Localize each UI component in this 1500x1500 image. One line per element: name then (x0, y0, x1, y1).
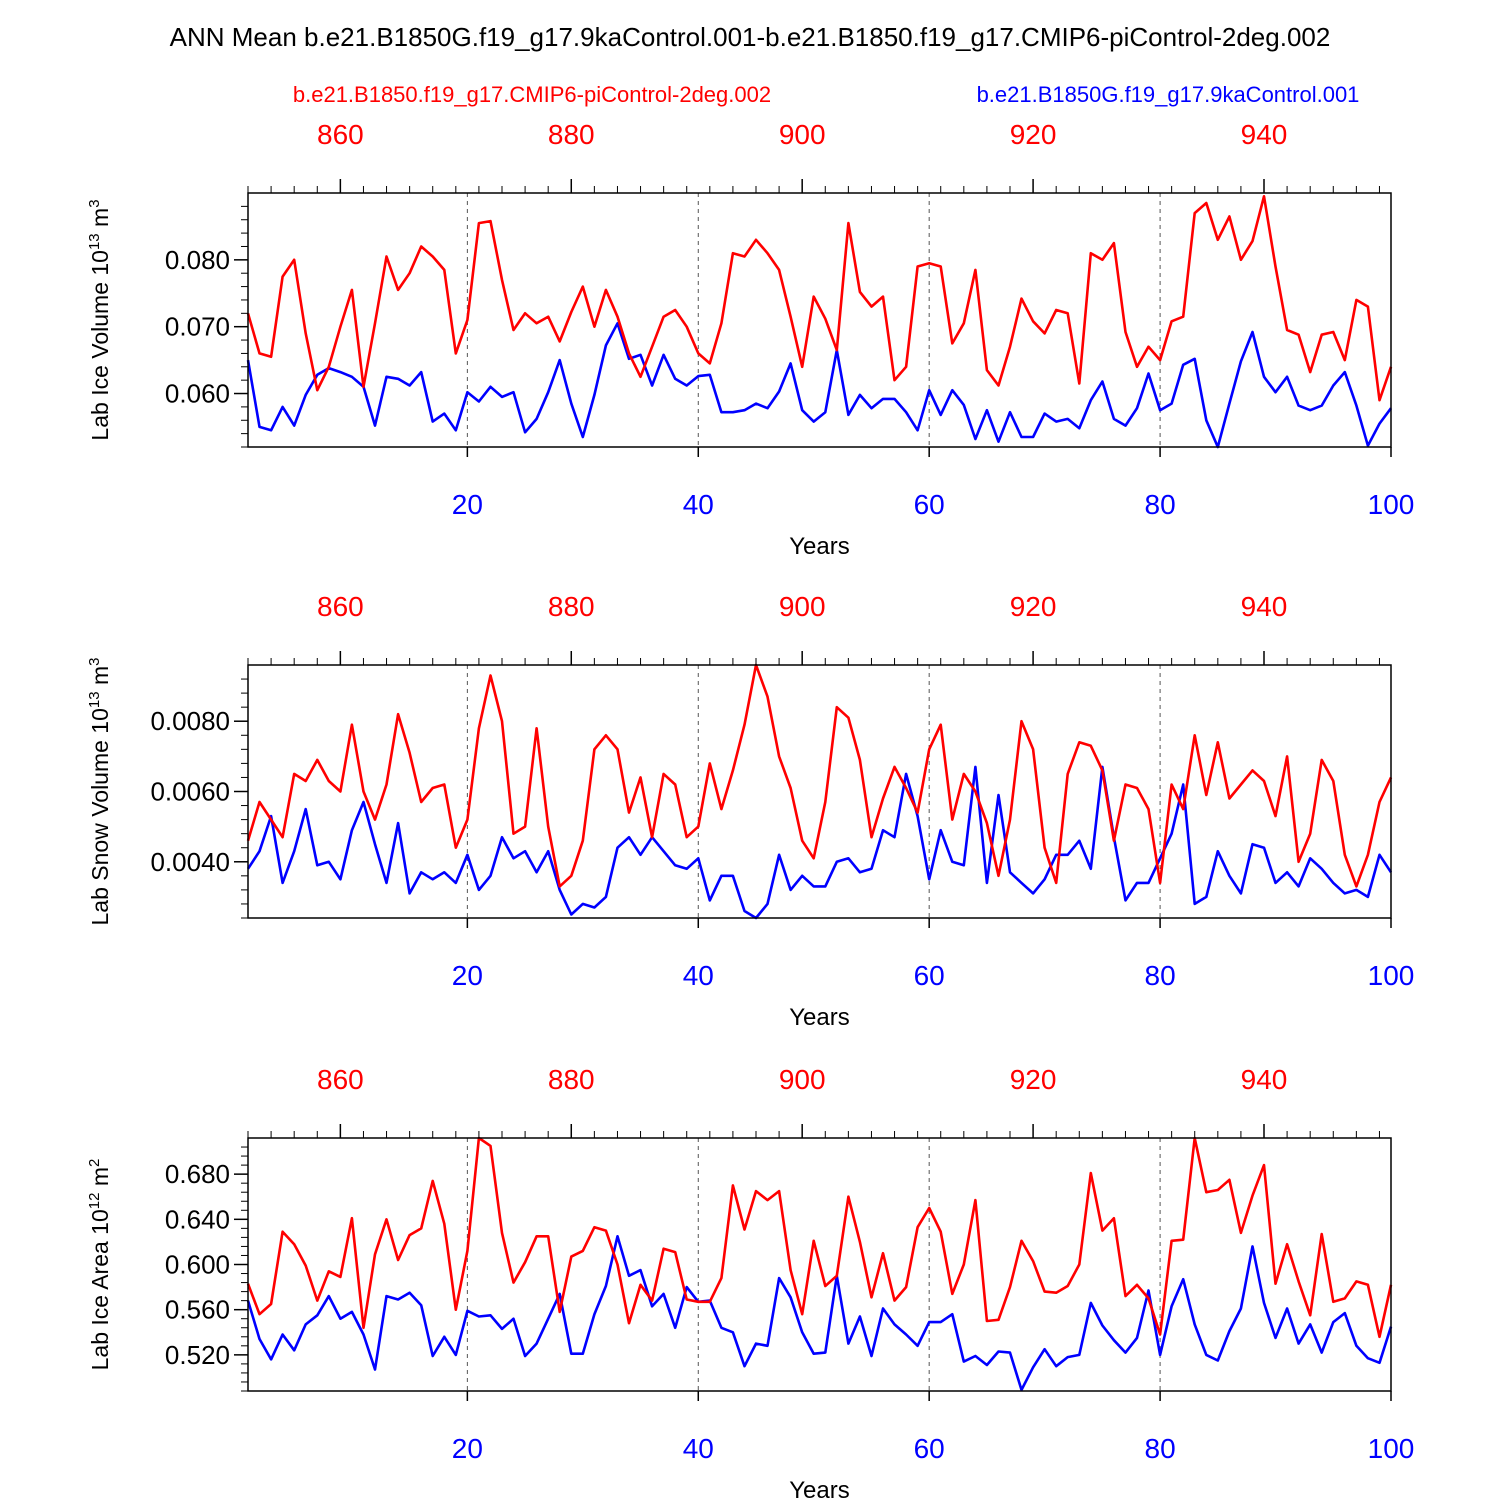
series-line (246, 1235, 1393, 1392)
top-x-tick-label: 880 (548, 119, 595, 150)
y-axis-label-part: 13 (86, 691, 103, 708)
y-axis-label-part: m (87, 1167, 113, 1193)
y-tick-label: 0.070 (165, 312, 230, 342)
x-axis-label: Years (789, 533, 850, 560)
top-x-tick-label: 920 (1010, 119, 1057, 150)
y-tick-label: 0.560 (165, 1295, 230, 1325)
y-axis-label-part: 3 (86, 199, 103, 207)
y-axis-label-part: Lab Ice Area 10 (87, 1209, 113, 1370)
top-x-tick-label: 900 (779, 119, 826, 150)
x-tick-label: 80 (1145, 489, 1176, 520)
y-tick-label: 0.520 (165, 1340, 230, 1370)
series-line (246, 765, 1393, 920)
y-axis-label: Lab Ice Volume 1013 m3 (86, 199, 113, 440)
x-tick-label: 40 (683, 960, 714, 991)
y-tick-label: 0.080 (165, 245, 230, 275)
y-axis-label-part: 2 (86, 1159, 103, 1167)
top-x-tick-label: 920 (1010, 1064, 1057, 1095)
top-x-tick-label: 920 (1010, 591, 1057, 622)
y-axis-label-part: 12 (86, 1193, 103, 1210)
figure-title: ANN Mean b.e21.B1850G.f19_g17.9kaControl… (170, 22, 1331, 52)
x-tick-label: 80 (1145, 960, 1176, 991)
legend-blue-label: b.e21.B1850G.f19_g17.9kaControl.001 (977, 82, 1360, 107)
chart-panel-2: 0.0040 0.0060 0.0080 20 40 60 80 100 Years 860 880… (86, 591, 1414, 1031)
series-line (246, 195, 1393, 402)
x-tick-label: 60 (914, 1433, 945, 1464)
x-tick-label: 20 (452, 1433, 483, 1464)
legend-red-label: b.e21.B1850.f19_g17.CMIP6-piControl-2deg… (293, 82, 771, 107)
y-tick-label: 0.060 (165, 379, 230, 409)
y-tick-label: 0.600 (165, 1250, 230, 1280)
y-tick-label: 0.0060 (150, 777, 230, 807)
top-x-tick-label: 860 (317, 591, 364, 622)
top-x-tick-label: 880 (548, 591, 595, 622)
y-axis-label-part: m (87, 208, 113, 234)
y-tick-label: 0.640 (165, 1204, 230, 1234)
chart-panel-3: 0.520 0.560 0.600 0.640 0.680 20 40 60 80 100 Year… (86, 1064, 1414, 1500)
series-line (246, 1136, 1393, 1339)
top-x-tick-label: 900 (779, 591, 826, 622)
x-tick-label: 100 (1368, 1433, 1415, 1464)
top-x-tick-label: 940 (1241, 119, 1288, 150)
series-line (246, 321, 1393, 449)
plot-frame (247, 192, 1392, 448)
x-tick-label: 40 (683, 489, 714, 520)
y-axis-label: Lab Snow Volume 1013 m3 (86, 658, 113, 926)
x-axis-label: Years (789, 1477, 850, 1500)
y-axis-label-part: Lab Snow Volume 10 (87, 708, 113, 925)
top-x-tick-label: 880 (548, 1064, 595, 1095)
y-tick-label: 0.0040 (150, 847, 230, 877)
x-tick-label: 20 (452, 960, 483, 991)
x-tick-label: 20 (452, 489, 483, 520)
x-tick-label: 80 (1145, 1433, 1176, 1464)
y-axis-label-part: Lab Ice Volume 10 (87, 250, 113, 441)
x-tick-label: 40 (683, 1433, 714, 1464)
x-tick-label: 60 (914, 489, 945, 520)
chart-panels: 0.060 0.070 0.080 20 40 60 80 100 Years 860 880 900… (86, 119, 1414, 1500)
top-x-tick-label: 860 (317, 1064, 364, 1095)
x-tick-label: 100 (1368, 960, 1415, 991)
top-x-tick-label: 940 (1241, 1064, 1288, 1095)
y-axis-label-part: 3 (86, 658, 103, 666)
chart-panel-1: 0.060 0.070 0.080 20 40 60 80 100 Years 860 880 900… (86, 119, 1414, 560)
top-x-tick-label: 940 (1241, 591, 1288, 622)
top-x-tick-label: 900 (779, 1064, 826, 1095)
y-axis-label-part: 13 (86, 233, 103, 250)
y-tick-label: 0.0080 (150, 706, 230, 736)
series-line (246, 663, 1393, 888)
y-tick-label: 0.680 (165, 1159, 230, 1189)
y-axis-label-part: m (87, 666, 113, 692)
x-tick-label: 60 (914, 960, 945, 991)
x-axis-label: Years (789, 1004, 850, 1031)
x-tick-label: 100 (1368, 489, 1415, 520)
y-axis-label: Lab Ice Area 1012 m2 (86, 1159, 113, 1371)
top-x-tick-label: 860 (317, 119, 364, 150)
